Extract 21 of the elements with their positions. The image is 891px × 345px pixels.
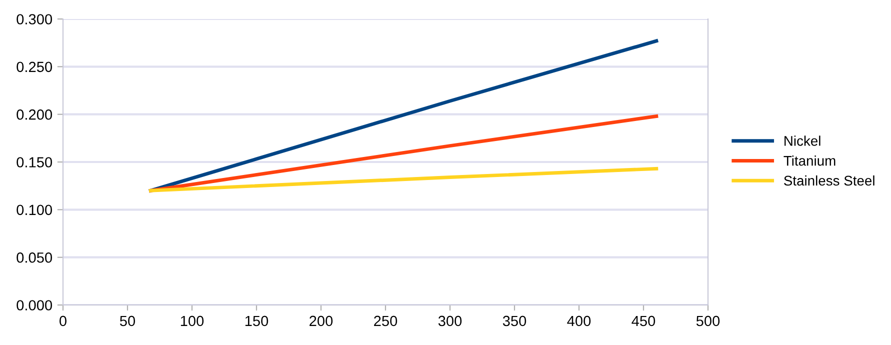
x-tick-label: 100 — [180, 316, 204, 326]
y-tick-label: 0.100 — [16, 204, 52, 216]
x-tick-label: 150 — [245, 316, 268, 326]
legend-label: Titanium — [784, 156, 836, 166]
legend-label: Stainless Steel — [784, 175, 874, 186]
x-tick-label: 0 — [60, 316, 66, 326]
x-tick-label: 250 — [374, 316, 398, 326]
y-tick-label: 0.150 — [16, 157, 52, 168]
x-tick-label: 50 — [120, 316, 136, 326]
x-tick-label: 450 — [632, 316, 656, 326]
x-tick-label: 300 — [438, 316, 462, 326]
x-tick-label: 350 — [502, 316, 526, 326]
legend-label: Nickel — [784, 136, 820, 146]
x-tick-label: 400 — [567, 316, 591, 326]
x-tick-label: 500 — [696, 316, 720, 326]
y-tick-label: 0.300 — [16, 14, 52, 24]
x-tick-label: 200 — [310, 316, 333, 326]
y-tick-label: 0.200 — [16, 109, 52, 120]
y-tick-label: 0.000 — [16, 300, 52, 310]
y-tick-label: 0.250 — [16, 62, 52, 72]
y-tick-label: 0.050 — [16, 252, 52, 263]
